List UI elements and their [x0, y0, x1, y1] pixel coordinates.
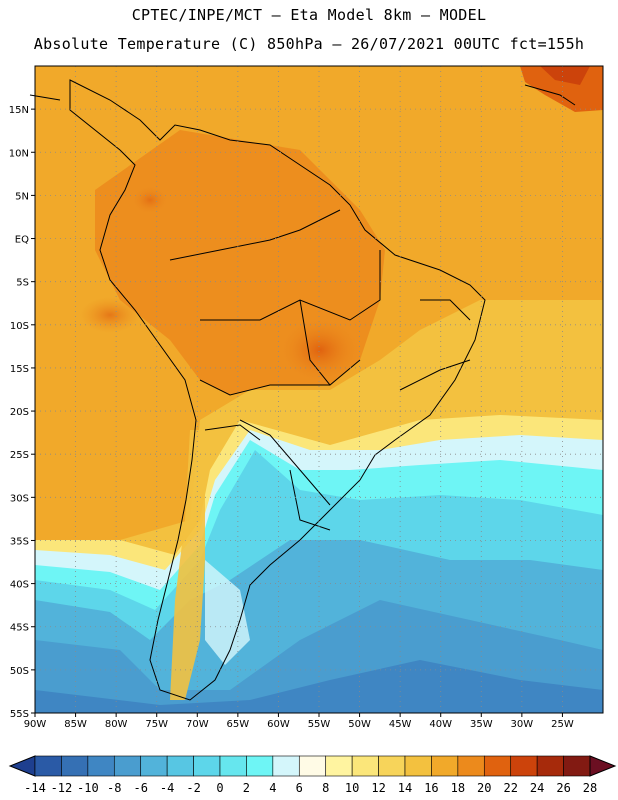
colorbar-level-label: 10	[345, 781, 359, 795]
colorbar-box	[140, 755, 168, 777]
colorbar-box	[483, 755, 512, 777]
lat-label: 5N	[15, 191, 29, 202]
lon-label: 80W	[105, 719, 128, 730]
colorbar-level-label: 6	[296, 781, 303, 795]
lat-label: EQ	[15, 235, 29, 246]
colorbar-level-label: 24	[530, 781, 544, 795]
lon-label: 90W	[24, 719, 47, 730]
lat-label: 5S	[16, 278, 29, 289]
colorbar-level-label: 22	[503, 781, 517, 795]
lon-label: 75W	[145, 719, 168, 730]
colorbar-box	[193, 755, 221, 777]
colorbar-box	[404, 755, 432, 777]
colorbar-level-label: -6	[133, 781, 147, 795]
colorbar-box	[325, 755, 353, 777]
lat-label: 30S	[10, 493, 29, 504]
lat-label: 55S	[10, 709, 29, 720]
lat-label: 20S	[10, 407, 29, 418]
colorbar-level-label: -12	[51, 781, 73, 795]
lon-label: 50W	[348, 719, 371, 730]
colorbar: -14 -12 -10 -8 -6 -4 -2 0 2 4 6 8 10 12 14 16 18 20 22 24 26…	[8, 755, 617, 795]
title-line-2: Absolute Temperature (C) 850hPa – 26/07/…	[33, 35, 585, 53]
lon-label: 55W	[308, 719, 331, 730]
lon-label: 35W	[470, 719, 493, 730]
colorbar-level-label: 20	[477, 781, 491, 795]
lat-label: 45S	[10, 623, 29, 634]
colorbar-level-label: 16	[424, 781, 438, 795]
lon-label: 65W	[227, 719, 250, 730]
lat-label: 35S	[10, 536, 29, 547]
colorbar-box	[246, 755, 274, 777]
colorbar-over-triangle	[589, 755, 617, 777]
lon-label: 60W	[267, 719, 290, 730]
lon-label: 25W	[551, 719, 574, 730]
colorbar-level-label: -10	[77, 781, 99, 795]
colorbar-level-label: 2	[243, 781, 250, 795]
colorbar-box	[536, 755, 564, 777]
coastlines	[29, 79, 576, 701]
colorbar-box	[351, 755, 379, 777]
colorbar-box	[219, 755, 247, 777]
lon-label: 40W	[429, 719, 452, 730]
colorbar-box	[457, 755, 485, 777]
lat-label: 10N	[9, 148, 29, 159]
colorbar-level-label: 8	[322, 781, 329, 795]
temperature-field	[35, 66, 603, 713]
lat-label: 40S	[10, 580, 29, 591]
lon-label: 70W	[186, 719, 209, 730]
colorbar-box	[166, 755, 194, 777]
lat-label: 25S	[10, 450, 29, 461]
colorbar-level-label: 26	[556, 781, 570, 795]
lat-label: 10S	[10, 321, 29, 332]
colorbar-box	[298, 755, 327, 777]
colorbar-box	[378, 755, 406, 777]
colorbar-under-triangle	[8, 755, 36, 777]
colorbar-level-label: -2	[186, 781, 200, 795]
colorbar-box	[272, 755, 300, 777]
colorbar-level-label: -4	[160, 781, 174, 795]
colorbar-level-label: 12	[371, 781, 385, 795]
lat-label: 15S	[10, 364, 29, 375]
lon-label: 45W	[389, 719, 412, 730]
colorbar-box	[61, 755, 89, 777]
colorbar-level-label: 0	[216, 781, 223, 795]
lon-label: 30W	[511, 719, 534, 730]
colorbar-level-label: -14	[24, 781, 46, 795]
colorbar-level-label: 28	[583, 781, 597, 795]
title-line-1: CPTEC/INPE/MCT – Eta Model 8km – MODEL	[131, 6, 487, 24]
colorbar-level-label: 4	[269, 781, 276, 795]
lon-label: 85W	[64, 719, 87, 730]
colorbar-box	[34, 755, 62, 777]
colorbar-box	[563, 755, 591, 777]
colorbar-box	[431, 755, 459, 777]
axis-ticks: 15N 10N 5N EQ 5S 10S 15S 20S 25S 30S 35S 40S 45S 50S 5…	[9, 105, 574, 730]
lat-label: 15N	[9, 105, 29, 116]
colorbar-level-label: 18	[451, 781, 465, 795]
lat-label: 50S	[10, 666, 29, 677]
colorbar-box	[510, 755, 538, 777]
colorbar-level-label: -8	[107, 781, 121, 795]
colorbar-box	[113, 755, 142, 777]
colorbar-level-label: 14	[398, 781, 412, 795]
colorbar-box	[87, 755, 115, 777]
